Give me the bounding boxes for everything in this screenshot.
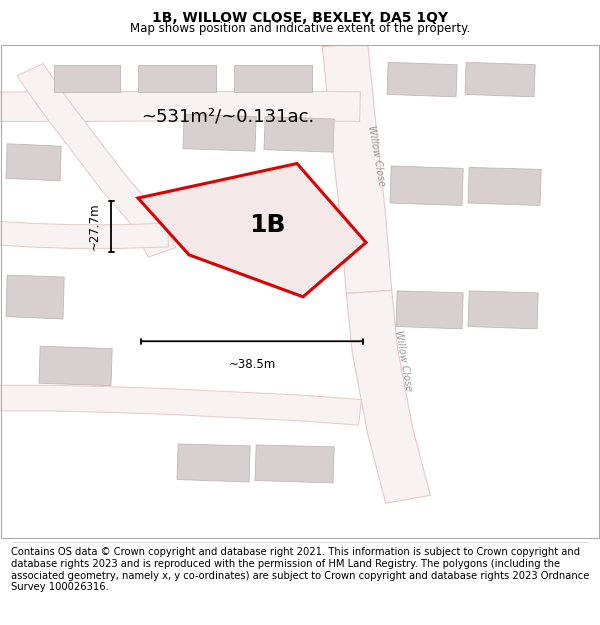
Polygon shape	[390, 166, 463, 206]
Polygon shape	[17, 64, 176, 258]
Polygon shape	[177, 444, 250, 482]
Polygon shape	[138, 65, 216, 92]
Polygon shape	[465, 62, 535, 97]
Polygon shape	[255, 445, 334, 483]
Polygon shape	[468, 168, 541, 206]
Text: 1B, WILLOW CLOSE, BEXLEY, DA5 1QY: 1B, WILLOW CLOSE, BEXLEY, DA5 1QY	[152, 11, 448, 25]
Polygon shape	[138, 164, 366, 297]
Text: ~531m²/~0.131ac.: ~531m²/~0.131ac.	[142, 107, 314, 126]
Polygon shape	[6, 275, 64, 319]
Polygon shape	[468, 291, 538, 329]
Polygon shape	[0, 91, 361, 121]
Polygon shape	[264, 117, 334, 152]
Polygon shape	[396, 291, 463, 329]
Polygon shape	[6, 144, 61, 181]
Polygon shape	[183, 114, 256, 151]
Text: Willow Close: Willow Close	[367, 125, 387, 188]
Polygon shape	[39, 346, 112, 386]
Text: Contains OS data © Crown copyright and database right 2021. This information is : Contains OS data © Crown copyright and d…	[11, 548, 589, 592]
Polygon shape	[322, 44, 392, 293]
Text: ~38.5m: ~38.5m	[229, 359, 275, 371]
Text: Map shows position and indicative extent of the property.: Map shows position and indicative extent…	[130, 22, 470, 35]
Polygon shape	[54, 65, 120, 92]
Text: Willow Close: Willow Close	[393, 330, 413, 392]
Polygon shape	[234, 65, 312, 92]
Polygon shape	[346, 291, 430, 503]
Text: 1B: 1B	[249, 213, 285, 238]
Polygon shape	[0, 221, 169, 248]
Polygon shape	[387, 62, 457, 97]
Text: ~27.7m: ~27.7m	[88, 202, 101, 250]
Polygon shape	[0, 385, 361, 425]
